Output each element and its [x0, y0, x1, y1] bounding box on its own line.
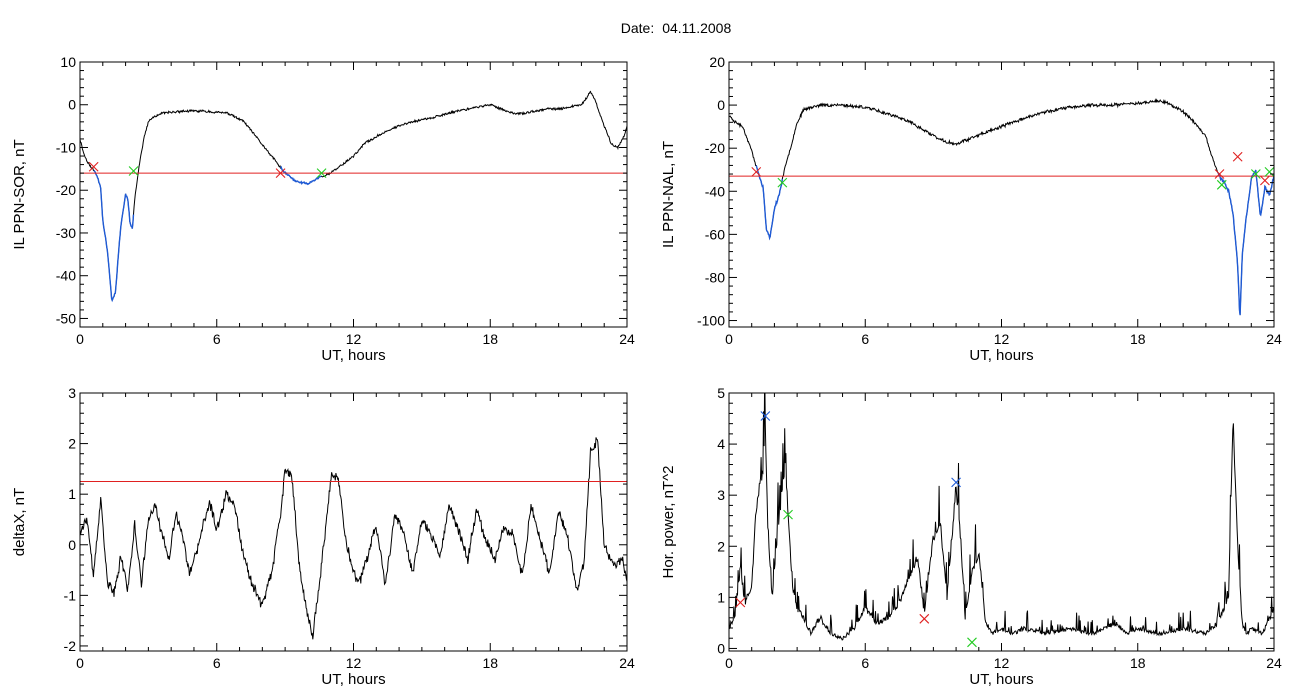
- y-tick-label: 2: [717, 538, 725, 554]
- y-tick-label: 0: [68, 537, 76, 553]
- y-tick-label: 5: [717, 385, 725, 401]
- x-tick-label: 24: [1266, 331, 1282, 347]
- y-tick-label: -20: [705, 140, 725, 156]
- y-tick-label: 1: [717, 589, 725, 605]
- marker-red-3: [1214, 169, 1225, 179]
- y-tick-label: 3: [68, 385, 76, 401]
- y-tick-label: 1: [68, 486, 76, 502]
- x-tick-label: 18: [482, 655, 498, 671]
- y-tick-label: 0: [68, 97, 76, 113]
- x-axis-label: UT, hours: [321, 347, 385, 364]
- x-tick-label: 6: [213, 655, 221, 671]
- panel-2: 0 6 12 18 24 -100 -80 -60 -40 -20 0 20 UT, hours IL P…: [660, 54, 1282, 364]
- marker-green-4: [316, 168, 327, 179]
- y-tick-label: -80: [705, 269, 725, 285]
- x-tick-label: 6: [861, 655, 869, 671]
- y-tick-label: -2: [64, 638, 77, 654]
- y-axis-label: Hor. power, nT^2: [660, 466, 677, 579]
- plot-frame: [728, 392, 1275, 652]
- marker-green-8: [1264, 166, 1275, 177]
- x-tick-label: 12: [346, 331, 362, 347]
- y-tick-label: 0: [717, 640, 725, 656]
- y-tick-label: -50: [56, 310, 76, 326]
- series-line-2: [729, 98, 1274, 316]
- marker-green-6: [967, 637, 977, 648]
- x-tick-label: 0: [725, 655, 733, 671]
- x-axis-label: UT, hours: [321, 671, 385, 688]
- x-tick-label: 6: [861, 331, 869, 347]
- y-tick-label: -20: [56, 182, 76, 198]
- x-tick-label: 0: [725, 331, 733, 347]
- marker-green-6: [1250, 169, 1261, 179]
- x-tick-label: 18: [1130, 331, 1146, 347]
- y-axis-label: deltaX, nT: [11, 488, 28, 556]
- date-label: Date:: [621, 20, 654, 36]
- marker-blue-2: [760, 411, 771, 421]
- marker-green-2: [777, 177, 788, 188]
- highlight-segment-2: [1217, 169, 1274, 316]
- plot-frame: [79, 392, 628, 652]
- x-tick-label: 24: [1266, 655, 1282, 671]
- x-tick-label: 24: [619, 331, 635, 347]
- x-axis-label: UT, hours: [969, 347, 1033, 364]
- y-tick-label: -40: [56, 268, 76, 284]
- y-tick-label: -10: [56, 139, 76, 155]
- x-tick-label: 24: [619, 655, 635, 671]
- x-tick-label: 0: [76, 331, 84, 347]
- marker-red-3: [275, 168, 286, 179]
- x-tick-label: 12: [994, 331, 1010, 347]
- series-line-1: [80, 90, 627, 302]
- panel-1: 0 6 12 18 24 -50 -40 -30 -20 -10 0 10 UT, hours IL PP…: [11, 54, 635, 364]
- marker-red-1: [88, 161, 99, 172]
- x-tick-label: 6: [213, 331, 221, 347]
- marker-red-1: [751, 166, 762, 177]
- y-tick-label: 4: [717, 436, 725, 452]
- y-axis-label: IL PPN-SOR, nT: [11, 139, 28, 249]
- plot-frame: [79, 61, 628, 328]
- date-value: 04.11.2008: [662, 20, 731, 36]
- series-line-3: [80, 437, 627, 640]
- y-tick-label: -1: [64, 587, 77, 603]
- y-tick-label: 20: [709, 54, 725, 70]
- x-tick-label: 0: [76, 655, 84, 671]
- x-tick-label: 12: [994, 655, 1010, 671]
- marker-green-2: [128, 166, 139, 176]
- highlight-segment-2: [280, 165, 322, 186]
- marker-red-4: [919, 613, 930, 624]
- y-tick-label: 10: [60, 54, 76, 70]
- x-axis-label: UT, hours: [969, 671, 1033, 688]
- y-tick-label: -40: [705, 183, 725, 199]
- marker-blue-5: [951, 477, 961, 488]
- y-axis-label: IL PPN-NAL, nT: [660, 141, 677, 248]
- y-tick-label: -60: [705, 226, 725, 242]
- marker-red-7: [1260, 175, 1270, 186]
- series-line-4: [729, 393, 1274, 641]
- y-tick-label: 0: [717, 97, 725, 113]
- y-tick-label: -30: [56, 225, 76, 241]
- x-tick-label: 18: [482, 331, 498, 347]
- highlight-segment-1: [93, 170, 135, 303]
- marker-red-5: [1232, 151, 1243, 162]
- marker-red-1: [735, 597, 746, 608]
- highlight-segment-1: [755, 165, 783, 241]
- marker-green-3: [783, 509, 793, 520]
- x-tick-label: 12: [346, 655, 362, 671]
- x-tick-label: 18: [1130, 655, 1146, 671]
- y-tick-label: -100: [697, 313, 725, 329]
- date-header: Date: 04.11.2008: [621, 20, 732, 36]
- y-tick-label: 2: [68, 436, 76, 452]
- y-tick-label: 3: [717, 487, 725, 503]
- marker-green-4: [1216, 179, 1227, 190]
- plot-frame: [728, 61, 1275, 328]
